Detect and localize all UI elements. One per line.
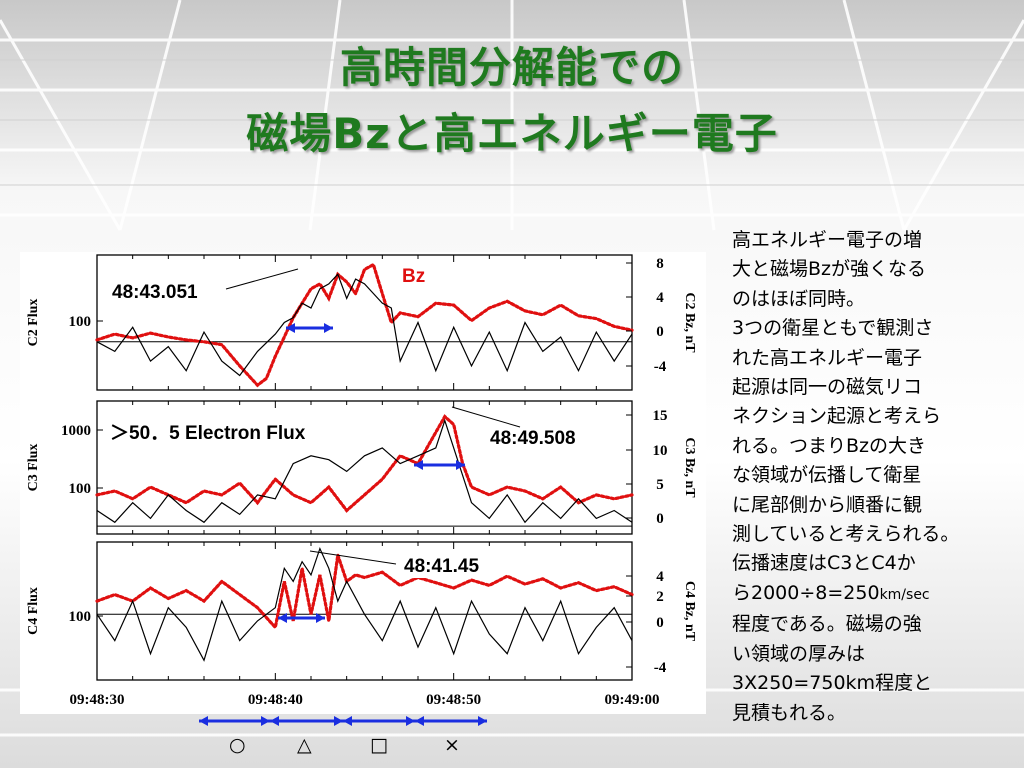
speed-value: ら2000÷8=250 [732,581,880,604]
right-tick-label: -4 [654,359,667,375]
description-line: 高エネルギー電子の増 [732,229,923,251]
description-line: に尾部側から順番に観 [732,493,923,516]
right-tick-label: 0 [656,324,664,340]
c4-interval-arrow-head-left [278,613,287,623]
series-flux-c4 [96,546,633,662]
description-line: 程度である。磁場の強 [732,613,922,636]
description-text: 高エネルギー電子の増 大と磁場Bzが強くなる のはほぼ同時。 3つの衛星ともで観… [732,226,1012,728]
timeseries-figure: 100 8 4 0 -4 C2 Flux C2 Bz, nT 1000 100 15 10 5 0 C3 … [20,252,706,714]
right-tick-label: -4 [654,660,667,676]
c4-interval-arrow-head-right [316,613,325,623]
description-line: 測していると考えられる。 [732,523,960,546]
c2-interval-arrow-head-left [286,323,295,333]
left-tick-label: 100 [69,481,92,497]
electron-flux-label: ＞50．5 Electron Flux [110,418,306,445]
c3-pointer-line [451,406,521,428]
electron-flux-text: ＞50．5 Electron Flux [110,423,306,444]
c4-pointer-line [309,550,397,565]
x-tick-label: 09:48:40 [248,692,303,708]
c2-interval-arrow-head-right [324,323,333,333]
left-axis-title: C3 Flux [26,444,41,492]
left-axis-title: C4 Flux [26,587,41,635]
title-line-2: 磁場Bzと高エネルギー電子 [246,109,778,158]
description-line: 3つの衛星ともで観測さ [732,317,934,340]
x-tick-label: 09:48:30 [70,692,125,708]
description-line: な領域が伝播して衛星 [732,464,922,487]
interval-symbol-cross: × [444,734,460,756]
left-tick-label: 1000 [61,423,91,439]
right-tick-label: 2 [656,589,664,605]
description-line: れた高エネルギー電子 [732,346,923,369]
description-line: 見積もれる。 [732,701,847,724]
series-flux-c2 [96,273,633,377]
description-line: 3X250=750km程度と [732,672,933,695]
c4-time-label: 48:41.45 [404,556,480,578]
description-line: 伝播速度はC3とC4か [732,552,916,575]
right-tick-label: 0 [656,615,664,631]
right-tick-label: 0 [656,511,664,527]
c3-interval-arrow-head-left [414,460,423,470]
panel-c2: 100 8 4 0 -4 C2 Flux C2 Bz, nT [26,254,697,391]
left-axis-title: C2 Flux [26,299,41,347]
series-flux-c3 [96,418,633,524]
right-tick-label: 4 [656,290,664,306]
panel-c4: 100 4 2 0 -4 C4 Flux C4 Bz, nT [26,541,697,681]
series-bz-c4 [95,554,634,631]
speed-unit: km/sec [879,586,930,603]
c3-interval-arrow-head-right [456,460,465,470]
description-line: 大と磁場Bzが強くなる [732,258,927,281]
panel-frame [96,541,633,681]
x-tick-label: 09:48:50 [426,692,481,708]
description-line: い領域の厚みは [732,642,866,665]
description-line: のはほぼ同時。 [732,287,866,310]
description-line: 起源は同一の磁気リコ [732,376,923,399]
right-tick-label: 8 [656,256,664,272]
interval-symbol-circle: ○ [229,734,246,756]
c3-time-label: 48:49.508 [490,428,576,450]
description-line-speed: ら2000÷8=250km/sec [732,579,1012,610]
right-axis-title: C3 Bz, nT [682,437,697,498]
interval-symbol-square: □ [370,734,388,756]
right-tick-label: 5 [656,477,664,493]
bz-legend-label: Bz [402,266,426,287]
title-line-1: 高時間分解能での [339,43,684,92]
series-bz-c3 [95,414,634,513]
c2-time-label: 48:43.051 [112,282,198,304]
left-tick-label: 100 [69,314,92,330]
interval-symbol-triangle: △ [297,734,312,756]
c2-pointer-line [225,268,299,290]
right-tick-label: 15 [653,408,668,424]
left-tick-label: 100 [69,609,92,625]
right-tick-label: 10 [653,443,668,459]
description-line: ネクション起源と考えら [732,405,942,428]
right-axis-title: C4 Bz, nT [682,581,697,642]
right-tick-label: 4 [656,569,664,585]
description-line: れる。つまりBzの大き [732,434,927,457]
panel-frame [96,254,633,391]
x-tick-label: 09:49:00 [605,692,660,708]
right-axis-title: C2 Bz, nT [682,292,697,353]
